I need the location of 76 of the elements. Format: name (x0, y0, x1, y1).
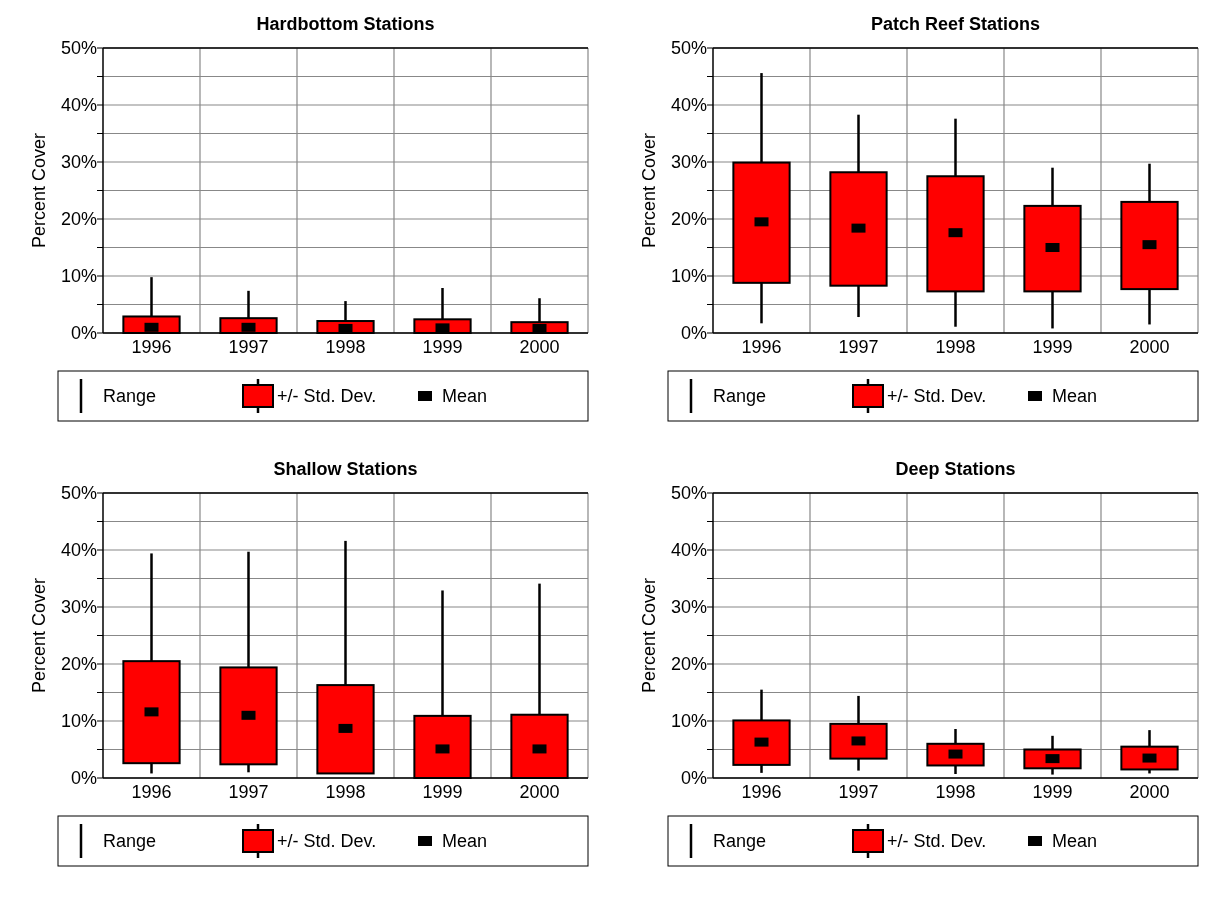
x-tick-label: 2000 (519, 337, 560, 357)
x-tick-label: 1997 (838, 782, 879, 802)
legend-label: Mean (1052, 831, 1098, 852)
y-axis-title: Percent Cover (29, 132, 49, 249)
text: Range (713, 386, 767, 407)
text: Range (103, 386, 157, 407)
x-tick-label: 1999 (1032, 337, 1073, 357)
x-tick-label: 1998 (325, 337, 366, 357)
candlestick (732, 71, 791, 325)
candlestick (316, 539, 375, 775)
x-tick-label: 1997 (838, 337, 879, 357)
x-tick-label: 1996 (131, 337, 172, 357)
y-tick-label: 50% (670, 38, 707, 59)
x-tick-label: 1996 (131, 782, 172, 802)
y-tick-label: 10% (60, 266, 97, 287)
chart-title: Shallow Stations (273, 459, 418, 479)
y-tick-label: 0% (70, 323, 97, 344)
x-tick-label: 1996 (741, 782, 782, 802)
y-tick-label: 0% (680, 768, 707, 789)
candlestick (1120, 728, 1179, 775)
candlestick (926, 727, 985, 776)
x-tick-label: 1996 (741, 337, 782, 357)
y-axis-title: Percent Cover (639, 132, 659, 249)
legend-label: +/- Std. Dev. (277, 386, 377, 407)
y-tick-label: 0% (680, 323, 707, 344)
text: Range (713, 831, 767, 852)
x-tick-label: 2000 (519, 782, 560, 802)
y-tick-label: 20% (670, 209, 707, 230)
candlestick (926, 117, 985, 328)
y-tick-label: 30% (60, 597, 97, 618)
y-tick-label: 20% (60, 654, 97, 675)
legend-label: Mean (1052, 386, 1098, 407)
y-tick-label: 50% (60, 38, 97, 59)
chart-title: Hardbottom Stations (256, 14, 435, 34)
chart-title: Patch Reef Stations (870, 14, 1041, 34)
y-tick-label: 20% (60, 209, 97, 230)
x-tick-label: 2000 (1129, 337, 1170, 357)
y-tick-label: 40% (60, 540, 97, 561)
y-tick-label: 50% (60, 483, 97, 504)
y-tick-label: 10% (670, 711, 707, 732)
legend-label: +/- Std. Dev. (887, 386, 987, 407)
y-tick-label: 10% (670, 266, 707, 287)
y-tick-label: 50% (670, 483, 707, 504)
legend-label: Mean (442, 831, 488, 852)
chart-title: Deep Stations (895, 459, 1016, 479)
legend-label: +/- Std. Dev. (887, 831, 987, 852)
y-tick-label: 30% (670, 597, 707, 618)
y-axis-title: Percent Cover (639, 577, 659, 694)
x-tick-label: 2000 (1129, 782, 1170, 802)
text: Range (103, 831, 157, 852)
candlestick (1120, 162, 1179, 326)
y-tick-label: 40% (670, 95, 707, 116)
x-tick-label: 1998 (325, 782, 366, 802)
legend-label: Mean (442, 386, 488, 407)
y-tick-label: 30% (60, 152, 97, 173)
y-axis-title: Percent Cover (29, 577, 49, 694)
x-tick-label: 1999 (422, 337, 463, 357)
legend-label: +/- Std. Dev. (277, 831, 377, 852)
x-tick-label: 1999 (422, 782, 463, 802)
x-tick-label: 1998 (935, 782, 976, 802)
x-tick-label: 1997 (228, 337, 269, 357)
y-tick-label: 30% (670, 152, 707, 173)
y-tick-label: 20% (670, 654, 707, 675)
y-tick-label: 0% (70, 768, 97, 789)
candlestick (122, 552, 181, 775)
candlestick (732, 688, 791, 775)
candlestick (829, 694, 888, 772)
y-tick-label: 40% (670, 540, 707, 561)
y-tick-label: 40% (60, 95, 97, 116)
y-tick-label: 10% (60, 711, 97, 732)
candlestick (829, 113, 888, 319)
candlestick (1023, 166, 1082, 330)
x-tick-label: 1997 (228, 782, 269, 802)
x-tick-label: 1999 (1032, 782, 1073, 802)
x-tick-label: 1998 (935, 337, 976, 357)
candlestick (219, 550, 278, 774)
